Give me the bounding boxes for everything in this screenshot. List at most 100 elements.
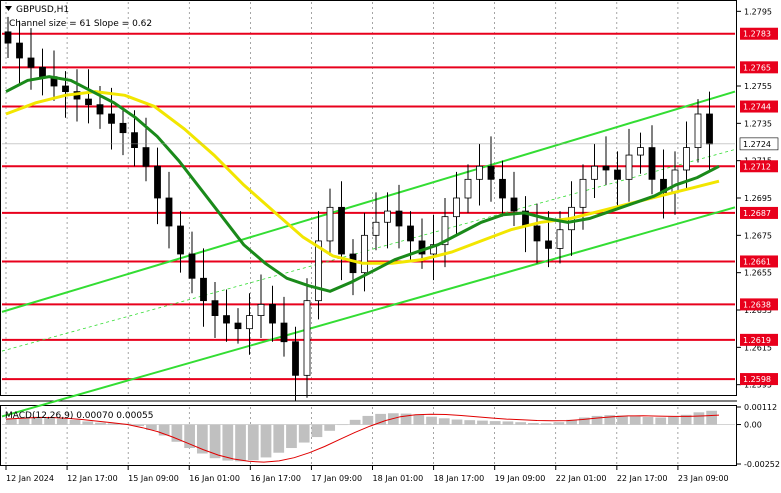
channel-upper-line (1, 90, 736, 313)
x-tick-label: 12 Jan 17:00 (67, 474, 118, 483)
x-tick-label: 17 Jan 09:00 (311, 474, 362, 483)
level-label: 1.2598 (743, 375, 771, 384)
macd-histogram-bar (413, 414, 425, 425)
level-tag (740, 373, 778, 386)
macd-histogram-bar (566, 419, 577, 425)
candle-bearish (614, 169, 621, 180)
candle-bearish (142, 147, 150, 167)
level-tag (740, 61, 778, 74)
macd-histogram-bar (655, 417, 667, 425)
level-tag (740, 333, 778, 346)
macd-histogram-bar (515, 422, 527, 425)
candle-bearish (338, 206, 345, 255)
macd-histogram-bar (591, 415, 603, 425)
macd-histogram-bar (247, 424, 259, 461)
candle-bullish (441, 216, 449, 246)
axis-layer: 12 Jan 2024 12 Jan 17:00 15 Jan 09:00 16 Ja… (5, 7, 780, 483)
level-tag (740, 298, 778, 311)
x-tick-label: 19 Jan 09:00 (495, 474, 546, 483)
x-tick-label: 16 Jan 17:00 (250, 474, 301, 483)
y-tick-label: 1.2635 (744, 306, 772, 315)
level-label: 1.2712 (743, 162, 771, 171)
candle-bullish (579, 178, 587, 208)
y-tick-label: 1.2695 (744, 194, 772, 203)
candle-bullish (257, 303, 265, 316)
macd-histogram-bar (209, 424, 221, 459)
x-tick-label: 12 Jan 2024 (6, 474, 54, 483)
candle-bearish (165, 197, 173, 227)
macd-histogram-bar (273, 424, 285, 453)
macd-histogram-bar (286, 424, 297, 449)
macd-histogram-bar (642, 417, 654, 425)
macd-histogram-bar (604, 415, 616, 425)
candle-bearish (177, 225, 184, 255)
candle-bullish (637, 147, 644, 156)
macd-histogram-bar (375, 413, 386, 425)
candle-bearish (16, 42, 23, 59)
candle-bearish (188, 253, 196, 279)
candle-bearish (27, 57, 35, 68)
ema-fast-line (5, 75, 720, 293)
level-tag (740, 27, 778, 40)
candle-bearish (62, 85, 69, 92)
macd-signal-line (5, 413, 720, 463)
candle-bearish (533, 225, 541, 242)
macd-histogram-bar (528, 422, 539, 425)
candle-bullish (326, 206, 334, 242)
collapse-triangle-icon[interactable] (5, 6, 12, 11)
macd-histogram-bar (171, 424, 183, 442)
candle-bullish (361, 234, 368, 274)
candle-bearish (349, 253, 357, 274)
macd-histogram-bar (706, 410, 717, 425)
macd-histogram-bar (629, 416, 641, 425)
macd-histogram-bar (680, 414, 692, 425)
macd-histogram-bar (222, 424, 234, 461)
current-price-label: 1.2724 (743, 140, 771, 149)
candle-bearish (154, 165, 161, 199)
level-label: 1.2783 (743, 30, 771, 39)
x-tick-label: 23 Jan 09:00 (678, 474, 729, 483)
macd-histogram-bar (502, 421, 514, 425)
level-tag (740, 255, 778, 268)
y-tick-label: 1.2755 (744, 82, 772, 91)
candle-bearish (85, 98, 92, 106)
macd-histogram-bar (693, 412, 705, 425)
level-tag (740, 206, 778, 219)
level-label: 1.2687 (743, 209, 771, 218)
macd-histogram-bar (400, 413, 412, 425)
macd-histogram-bar (184, 424, 195, 449)
y-tick-label: 1.2735 (744, 119, 772, 128)
candle-bullish (464, 178, 472, 199)
macd-histogram-bar (44, 417, 55, 425)
candle-bearish (292, 341, 299, 376)
macd-histogram-bar (298, 424, 310, 443)
channel-mid-line (1, 149, 736, 352)
macd-histogram-bar (95, 422, 106, 425)
macd-layer (2, 407, 735, 464)
candle-bearish (510, 197, 518, 212)
candle-bullish (694, 113, 702, 148)
x-tick-label: 18 Jan 01:00 (373, 474, 424, 483)
candle-bullish (591, 165, 598, 180)
price-plot-frame (0, 0, 737, 396)
macd-histogram-bar (31, 416, 43, 425)
candle-bullish (671, 169, 679, 193)
candle-bearish (407, 225, 414, 242)
candle-bearish (487, 165, 495, 180)
macd-y-tick-label: 0.00 (744, 421, 762, 430)
candle-bearish (131, 132, 138, 149)
macd-histogram-bar (324, 424, 336, 431)
macd-histogram-bar (311, 424, 323, 438)
candle-bearish (545, 240, 552, 249)
y-tick-label: 1.2675 (744, 231, 772, 240)
macd-plot-frame (0, 405, 737, 466)
level-tag (740, 100, 778, 113)
macd-histogram-bar (362, 415, 374, 425)
ema-slow-line (5, 90, 720, 265)
macd-histogram-bar (617, 415, 628, 425)
macd-histogram-bar (146, 424, 157, 431)
x-tick-label: 16 Jan 01:00 (189, 474, 240, 483)
candle-bearish (108, 113, 115, 124)
macd-histogram-bar (438, 418, 450, 425)
